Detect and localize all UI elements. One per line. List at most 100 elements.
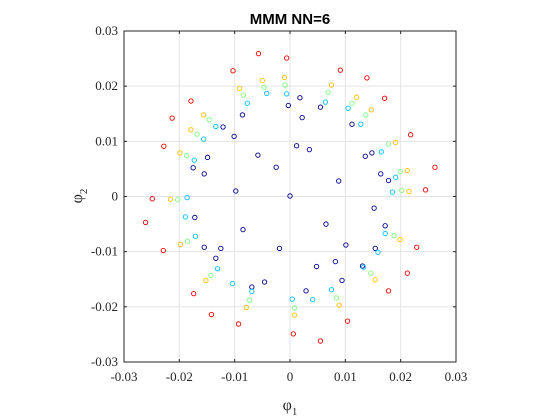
data-point xyxy=(328,287,335,293)
x-tick-label: -0.01 xyxy=(221,369,248,384)
data-point xyxy=(291,305,298,311)
data-point xyxy=(372,277,378,283)
data-point xyxy=(284,91,290,97)
y-tick-labels: -0.03 -0.02 -0.01 0 0.01 0.02 0.03 xyxy=(91,23,118,369)
data-point xyxy=(259,78,265,84)
x-tick-label: 0.02 xyxy=(389,369,412,384)
data-point xyxy=(190,165,196,171)
data-point xyxy=(191,157,197,163)
data-point xyxy=(362,153,368,159)
data-point xyxy=(317,104,324,110)
data-point xyxy=(204,154,211,160)
data-point xyxy=(184,194,190,201)
data-point xyxy=(353,94,360,100)
data-point xyxy=(382,223,388,229)
data-point xyxy=(332,258,339,265)
data-point xyxy=(369,150,375,156)
series-5 xyxy=(142,50,438,344)
data-point xyxy=(246,297,253,303)
data-point xyxy=(220,124,226,130)
data-point xyxy=(404,167,410,174)
data-point xyxy=(233,188,239,194)
data-point xyxy=(378,171,384,177)
data-point xyxy=(249,288,255,295)
data-point xyxy=(289,296,295,302)
data-point xyxy=(235,321,242,327)
data-point xyxy=(406,188,412,195)
data-point xyxy=(161,143,167,149)
data-point xyxy=(284,55,290,61)
x-tick-label: 0 xyxy=(287,369,294,384)
data-point xyxy=(167,196,174,202)
y-tick-label: 0.03 xyxy=(95,23,118,38)
data-point xyxy=(231,133,237,140)
series-2 xyxy=(182,90,399,303)
data-point xyxy=(160,247,166,254)
data-point xyxy=(397,236,403,243)
data-point xyxy=(336,178,342,184)
data-point xyxy=(364,75,370,81)
x-axis-label: φ1 xyxy=(283,397,298,418)
data-point xyxy=(336,302,342,308)
data-point xyxy=(382,230,388,237)
y-axis-label-subscript: 2 xyxy=(78,189,90,195)
data-point xyxy=(343,242,349,248)
data-point xyxy=(213,123,219,130)
data-point xyxy=(313,263,320,270)
data-point xyxy=(240,226,246,233)
data-point xyxy=(201,136,207,142)
data-point xyxy=(368,270,374,276)
data-point xyxy=(169,115,175,121)
data-point xyxy=(349,121,355,127)
data-point xyxy=(393,174,399,180)
data-point xyxy=(149,196,155,202)
data-point xyxy=(177,241,184,248)
data-point xyxy=(299,114,305,121)
data-point xyxy=(378,149,384,155)
data-point xyxy=(177,150,183,156)
data-point xyxy=(191,290,197,297)
data-point xyxy=(323,221,329,227)
data-point xyxy=(363,112,369,118)
data-point xyxy=(281,74,288,80)
data-point xyxy=(244,100,251,106)
series-3 xyxy=(175,82,405,311)
y-tick-label: 0 xyxy=(112,189,119,204)
data-point xyxy=(194,131,200,137)
data-point xyxy=(337,67,343,73)
chart-title: MMM NN=6 xyxy=(250,11,330,28)
data-point xyxy=(414,244,420,250)
data-point xyxy=(381,95,388,101)
data-point xyxy=(333,295,340,301)
data-point xyxy=(261,84,267,90)
x-tick-label: 0.03 xyxy=(445,369,468,384)
x-tick-labels: -0.03 -0.02 -0.01 0 0.01 0.02 0.03 xyxy=(110,369,467,384)
data-point xyxy=(230,68,236,74)
grid-lines xyxy=(124,31,456,362)
data-point xyxy=(236,85,243,92)
data-point xyxy=(201,112,207,118)
data-point xyxy=(229,281,236,287)
series-4 xyxy=(167,74,412,318)
data-point xyxy=(188,98,194,104)
tick-marks xyxy=(123,30,457,363)
data-point xyxy=(201,244,207,250)
y-tick-label: -0.01 xyxy=(91,244,118,259)
data-point xyxy=(182,214,189,220)
x-tick-label: 0.01 xyxy=(334,369,357,384)
data-point xyxy=(310,297,316,303)
data-point xyxy=(293,143,300,149)
data-point xyxy=(264,90,270,96)
data-point xyxy=(213,255,219,261)
data-point xyxy=(297,95,303,101)
data-point xyxy=(203,277,209,283)
y-tick-label: 0.02 xyxy=(95,78,118,93)
data-point xyxy=(243,304,249,311)
data-point xyxy=(432,164,438,170)
series-1 xyxy=(190,95,392,294)
data-point xyxy=(192,214,198,221)
y-axis-label-symbol: φ xyxy=(69,194,86,203)
data-point xyxy=(303,288,309,294)
